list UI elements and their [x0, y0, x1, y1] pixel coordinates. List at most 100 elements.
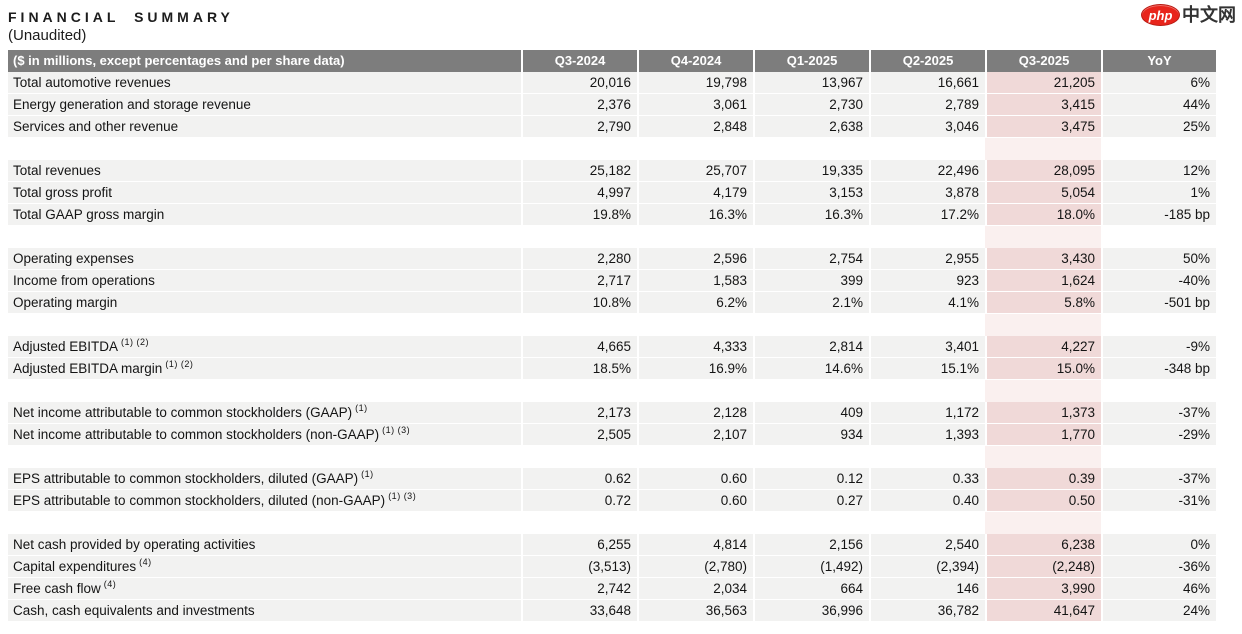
value-cell: 16,661 — [869, 72, 985, 94]
highlighted-value-cell: 15.0% — [985, 358, 1101, 380]
value-cell: 2,505 — [521, 424, 637, 446]
separator-cell — [869, 226, 985, 248]
row-label-cell: Adjusted EBITDA margin (1) (2) — [8, 358, 521, 380]
table-row: Energy generation and storage revenue 2,3… — [8, 94, 1216, 116]
value-cell: 2,128 — [637, 402, 753, 424]
separator-cell — [637, 226, 753, 248]
separator-cell — [8, 512, 521, 534]
row-label: Net income attributable to common stockh… — [13, 427, 380, 442]
group-separator-row — [8, 314, 1216, 336]
separator-cell — [521, 380, 637, 402]
row-label-cell: Net income attributable to common stockh… — [8, 424, 521, 446]
value-cell: 2,730 — [753, 94, 869, 116]
row-label-cell: EPS attributable to common stockholders,… — [8, 468, 521, 490]
row-label-cell: EPS attributable to common stockholders,… — [8, 490, 521, 512]
row-label-cell: Net income attributable to common stockh… — [8, 402, 521, 424]
highlighted-value-cell: 41,647 — [985, 600, 1101, 622]
value-cell: -31% — [1101, 490, 1216, 512]
row-label-cell: Free cash flow (4) — [8, 578, 521, 600]
value-cell: 4,814 — [637, 534, 753, 556]
value-cell: -37% — [1101, 402, 1216, 424]
value-cell: 2,848 — [637, 116, 753, 138]
row-label: Capital expenditures — [13, 559, 137, 574]
highlighted-value-cell: 28,095 — [985, 160, 1101, 182]
value-cell: 2,107 — [637, 424, 753, 446]
value-cell: 2,376 — [521, 94, 637, 116]
value-cell: 0.60 — [637, 468, 753, 490]
value-cell: 19.8% — [521, 204, 637, 226]
group-separator-row — [8, 226, 1216, 248]
value-cell: 399 — [753, 270, 869, 292]
separator-cell — [985, 380, 1101, 402]
highlighted-value-cell: 0.50 — [985, 490, 1101, 512]
separator-cell — [637, 314, 753, 336]
row-label: Income from operations — [13, 273, 155, 288]
separator-cell — [521, 314, 637, 336]
value-cell: 18.5% — [521, 358, 637, 380]
value-cell: 2,754 — [753, 248, 869, 270]
value-cell: 50% — [1101, 248, 1216, 270]
row-label-cell: Operating margin — [8, 292, 521, 314]
table-row: Adjusted EBITDA (1) (2) 4,665 4,333 2,814 3,4… — [8, 336, 1216, 358]
value-cell: 3,153 — [753, 182, 869, 204]
value-cell: 16.3% — [753, 204, 869, 226]
row-label-cell: Total automotive revenues — [8, 72, 521, 94]
table-row: EPS attributable to common stockholders,… — [8, 468, 1216, 490]
value-cell: 2,280 — [521, 248, 637, 270]
column-header-cell: Q3-2024 — [521, 50, 637, 72]
value-cell: 19,798 — [637, 72, 753, 94]
value-cell: 3,046 — [869, 116, 985, 138]
value-cell: 2,638 — [753, 116, 869, 138]
value-cell: 2,156 — [753, 534, 869, 556]
row-label-cell: Operating expenses — [8, 248, 521, 270]
highlighted-value-cell: 21,205 — [985, 72, 1101, 94]
value-cell: 1,393 — [869, 424, 985, 446]
separator-cell — [637, 138, 753, 160]
row-label-cell: Total revenues — [8, 160, 521, 182]
row-label: Net income attributable to common stockh… — [13, 405, 353, 420]
value-cell: 2,814 — [753, 336, 869, 358]
value-cell: -29% — [1101, 424, 1216, 446]
value-cell: 36,996 — [753, 600, 869, 622]
highlighted-value-cell: 5.8% — [985, 292, 1101, 314]
value-cell: 2,596 — [637, 248, 753, 270]
table-row: Total GAAP gross margin 19.8% 16.3% 16.3% 17… — [8, 204, 1216, 226]
highlighted-value-cell: 0.39 — [985, 468, 1101, 490]
value-cell: 0.33 — [869, 468, 985, 490]
group-separator-row — [8, 512, 1216, 534]
separator-cell — [637, 380, 753, 402]
separator-cell — [985, 226, 1101, 248]
value-cell: 0% — [1101, 534, 1216, 556]
row-label: Total revenues — [13, 163, 101, 178]
value-cell: 0.60 — [637, 490, 753, 512]
value-cell: 2,034 — [637, 578, 753, 600]
footnote-marker: (1) (2) — [121, 336, 150, 347]
column-header-cell: Q2-2025 — [869, 50, 985, 72]
row-label-cell: Income from operations — [8, 270, 521, 292]
row-label: Operating margin — [13, 295, 118, 310]
value-cell: (2,394) — [869, 556, 985, 578]
value-cell: 4,179 — [637, 182, 753, 204]
highlighted-value-cell: 3,475 — [985, 116, 1101, 138]
separator-cell — [985, 314, 1101, 336]
group-separator-row — [8, 380, 1216, 402]
row-label: Adjusted EBITDA — [13, 339, 119, 354]
table-header-row: ($ in millions, except percentages and p… — [8, 50, 1216, 72]
separator-cell — [1101, 314, 1216, 336]
value-cell: 25% — [1101, 116, 1216, 138]
value-cell: (3,513) — [521, 556, 637, 578]
table-row: Cash, cash equivalents and investments 33… — [8, 600, 1216, 622]
table-row: Adjusted EBITDA margin (1) (2) 18.5% 16.9% 1… — [8, 358, 1216, 380]
value-cell: 3,401 — [869, 336, 985, 358]
highlighted-value-cell: 18.0% — [985, 204, 1101, 226]
row-label-cell: Capital expenditures (4) — [8, 556, 521, 578]
value-cell: 19,335 — [753, 160, 869, 182]
value-cell: 10.8% — [521, 292, 637, 314]
separator-cell — [869, 512, 985, 534]
value-cell: 2,789 — [869, 94, 985, 116]
value-cell: 664 — [753, 578, 869, 600]
separator-cell — [1101, 226, 1216, 248]
highlighted-value-cell: (2,248) — [985, 556, 1101, 578]
footnote-marker: (1) — [361, 468, 374, 479]
